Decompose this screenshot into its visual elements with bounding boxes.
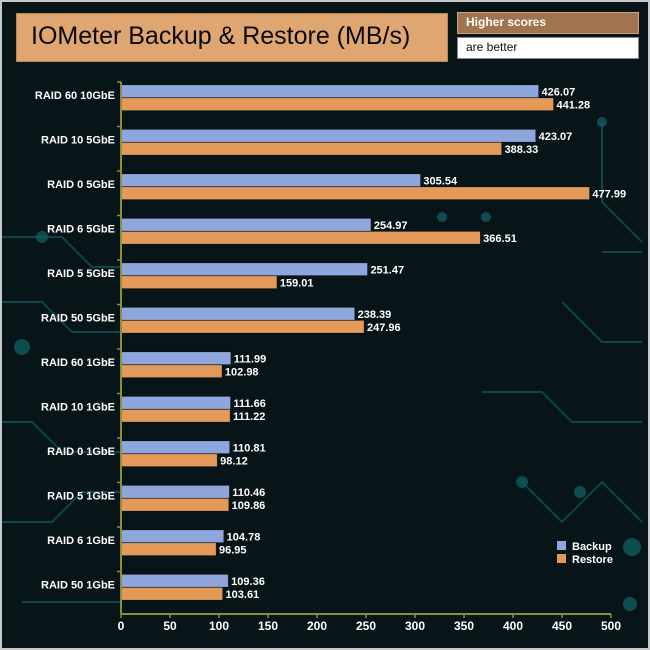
data-label: 159.01	[280, 278, 314, 290]
data-label: 103.61	[226, 589, 260, 601]
restore-bar	[120, 498, 229, 512]
backup-bar	[120, 396, 231, 410]
category-label: RAID 6 1GbE	[47, 535, 115, 547]
category-label: RAID 10 1GbE	[41, 402, 115, 414]
data-label: 477.99	[592, 189, 626, 201]
data-label: 111.99	[234, 354, 266, 366]
data-label: 104.78	[227, 532, 261, 544]
backup-bar	[120, 262, 368, 276]
backup-bar	[120, 485, 230, 499]
data-label: 423.07	[539, 131, 573, 143]
title-box: IOMeter Backup & Restore (MB/s)	[16, 13, 448, 62]
restore-bar	[120, 186, 590, 200]
restore-legend-swatch	[557, 554, 566, 563]
data-label: 111.66	[233, 398, 265, 410]
category-label: RAID 10 5GbE	[41, 135, 115, 147]
x-tick-label: 0	[118, 619, 125, 633]
are-better-note: are better	[457, 37, 639, 59]
backup-legend-swatch	[557, 541, 566, 550]
backup-bar	[120, 129, 536, 143]
backup-bar	[120, 84, 539, 98]
x-tick-label: 200	[307, 619, 327, 633]
data-label: 111.22	[233, 411, 265, 423]
restore-bar	[120, 275, 278, 289]
category-label: RAID 5 1GbE	[47, 491, 115, 503]
category-label: RAID 0 5GbE	[47, 179, 115, 191]
legend-label: Restore	[572, 554, 613, 566]
x-tick-label: 300	[405, 619, 425, 633]
data-label: 254.97	[374, 220, 408, 232]
category-label: RAID 5 5GbE	[47, 268, 115, 280]
axes-layer: RAID 60 10GbE RAID 10 5GbE RAID 0 5GbE RAID…	[35, 81, 621, 633]
data-label: 388.33	[505, 144, 539, 156]
note-line-1: Higher scores	[466, 15, 547, 29]
data-label: 366.51	[483, 233, 517, 245]
restore-bar	[120, 453, 218, 467]
data-label: 247.96	[367, 322, 401, 334]
x-tick-label: 350	[454, 619, 474, 633]
category-label: RAID 50 1GbE	[41, 580, 115, 592]
data-label: 109.86	[232, 500, 266, 512]
category-label: RAID 60 10GbE	[35, 90, 115, 102]
restore-bar	[120, 542, 217, 556]
restore-bar	[120, 320, 365, 334]
data-label: 251.47	[370, 265, 404, 277]
data-label: 102.98	[225, 367, 259, 379]
note-line-2: are better	[466, 40, 518, 54]
backup-bar	[120, 440, 230, 454]
data-label: 305.54	[423, 176, 458, 188]
backup-bar	[120, 351, 231, 365]
restore-bar	[120, 409, 231, 423]
restore-bar	[120, 97, 554, 111]
restore-bar	[120, 231, 481, 245]
data-label: 110.81	[233, 443, 266, 455]
data-label: 238.39	[358, 309, 392, 321]
x-tick-label: 500	[601, 619, 621, 633]
x-tick-label: 100	[209, 619, 229, 633]
data-label: 98.12	[220, 456, 248, 468]
x-tick-label: 250	[356, 619, 376, 633]
category-label: RAID 0 1GbE	[47, 446, 115, 458]
backup-bar	[120, 173, 421, 187]
x-tick-label: 150	[258, 619, 278, 633]
data-label: 441.28	[556, 100, 590, 112]
x-tick-label: 400	[503, 619, 523, 633]
backup-bar	[120, 574, 229, 588]
category-label: RAID 50 5GbE	[41, 313, 115, 325]
category-label: RAID 60 1GbE	[41, 357, 115, 369]
chart-title: IOMeter Backup & Restore (MB/s)	[31, 22, 411, 50]
backup-bar	[120, 529, 224, 543]
x-tick-label: 50	[163, 619, 177, 633]
legend-label: Backup	[572, 541, 612, 553]
restore-bar	[120, 587, 223, 601]
backup-bar	[120, 218, 372, 232]
data-label: 109.36	[231, 576, 265, 588]
data-label: 110.46	[232, 487, 265, 499]
data-label: 96.95	[219, 545, 247, 557]
restore-bar	[120, 364, 223, 378]
data-label: 426.07	[542, 87, 576, 99]
restore-bar	[120, 142, 502, 156]
category-label: RAID 6 5GbE	[47, 224, 115, 236]
higher-scores-note: Higher scores	[457, 12, 639, 34]
x-tick-label: 450	[552, 619, 572, 633]
backup-bar	[120, 307, 355, 321]
